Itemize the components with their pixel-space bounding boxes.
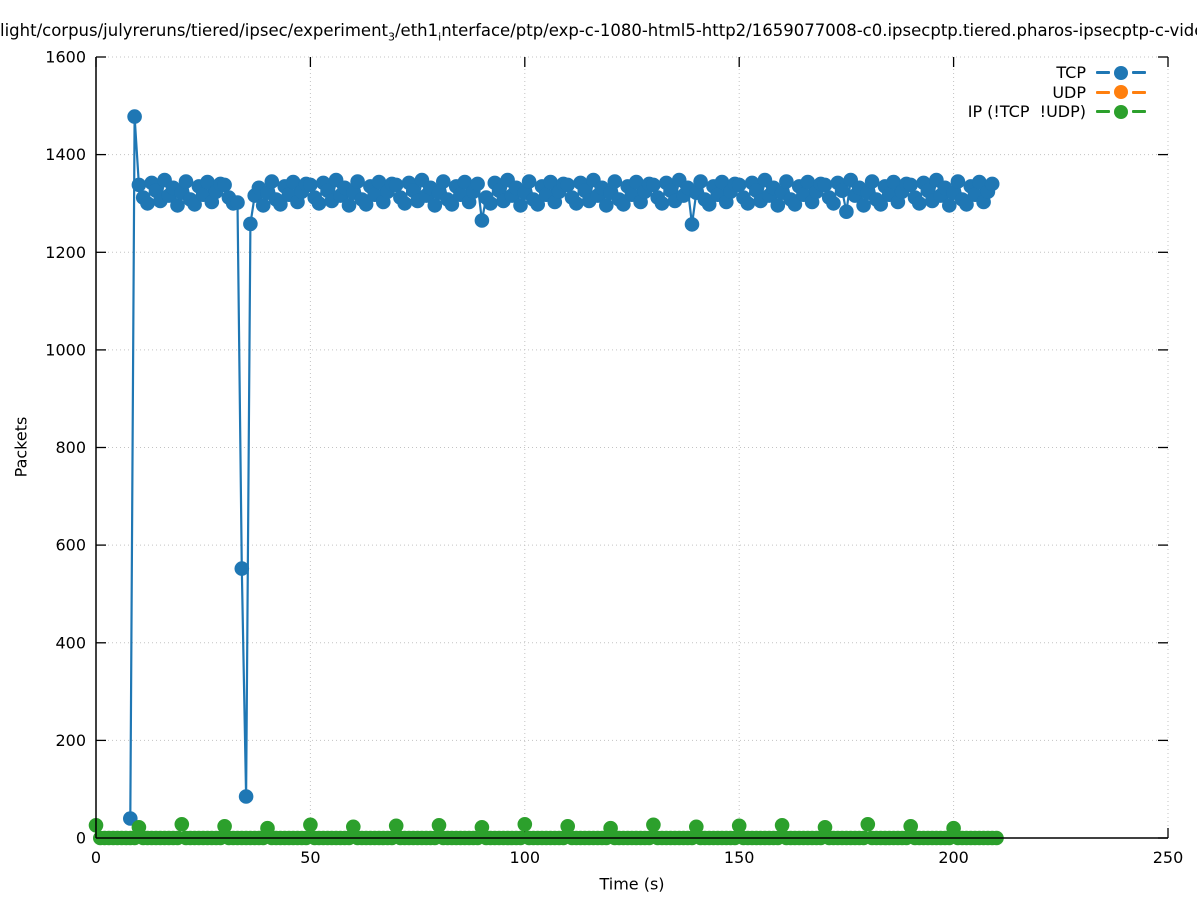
legend-marker [1096,65,1146,80]
legend-marker [1096,85,1146,100]
title-subscript-1: 3 [388,30,395,44]
x-tick-label: 0 [91,848,101,867]
y-axis-label: Packets [11,416,31,478]
y-tick-label: 600 [55,536,86,555]
x-tick-label: 100 [510,848,541,867]
legend-label: TCP [1056,63,1086,83]
legend-label: IP (!TCP !UDP) [967,102,1086,122]
x-tick-label: 250 [1153,848,1184,867]
title-text-3: nterface/ptp/exp-c-1080-html5-http2/1659… [441,21,1197,40]
y-tick-label: 400 [55,633,86,652]
legend: TCP UDP IP (!TCP !UDP) [968,63,1146,122]
legend-item: UDP [968,83,1146,103]
x-tick-label: 50 [300,848,320,867]
y-tick-label: 1000 [45,340,86,359]
ip-series [88,817,1004,846]
title-subscript-2: i [438,30,442,44]
chart-title: light/corpus/julyreruns/tiered/ipsec/exp… [0,21,1197,43]
x-tick-label: 150 [724,848,755,867]
title-text-1: light/corpus/julyreruns/tiered/ipsec/exp… [0,21,388,40]
tcp-series [123,109,1000,826]
y-tick-label: 1400 [45,145,86,164]
y-tick-label: 200 [55,731,86,750]
legend-label: UDP [1052,82,1086,102]
y-tick-label: 0 [76,829,86,848]
legend-item: IP (!TCP !UDP) [968,102,1146,122]
y-tick-label: 1600 [45,48,86,67]
y-tick-label: 1200 [45,243,86,262]
legend-marker [1096,104,1146,119]
x-axis-label: Time (s) [599,874,665,894]
x-tick-label: 200 [938,848,969,867]
legend-item: TCP [968,63,1146,83]
y-tick-label: 800 [55,438,86,457]
title-text-2: /eth1 [395,21,439,40]
